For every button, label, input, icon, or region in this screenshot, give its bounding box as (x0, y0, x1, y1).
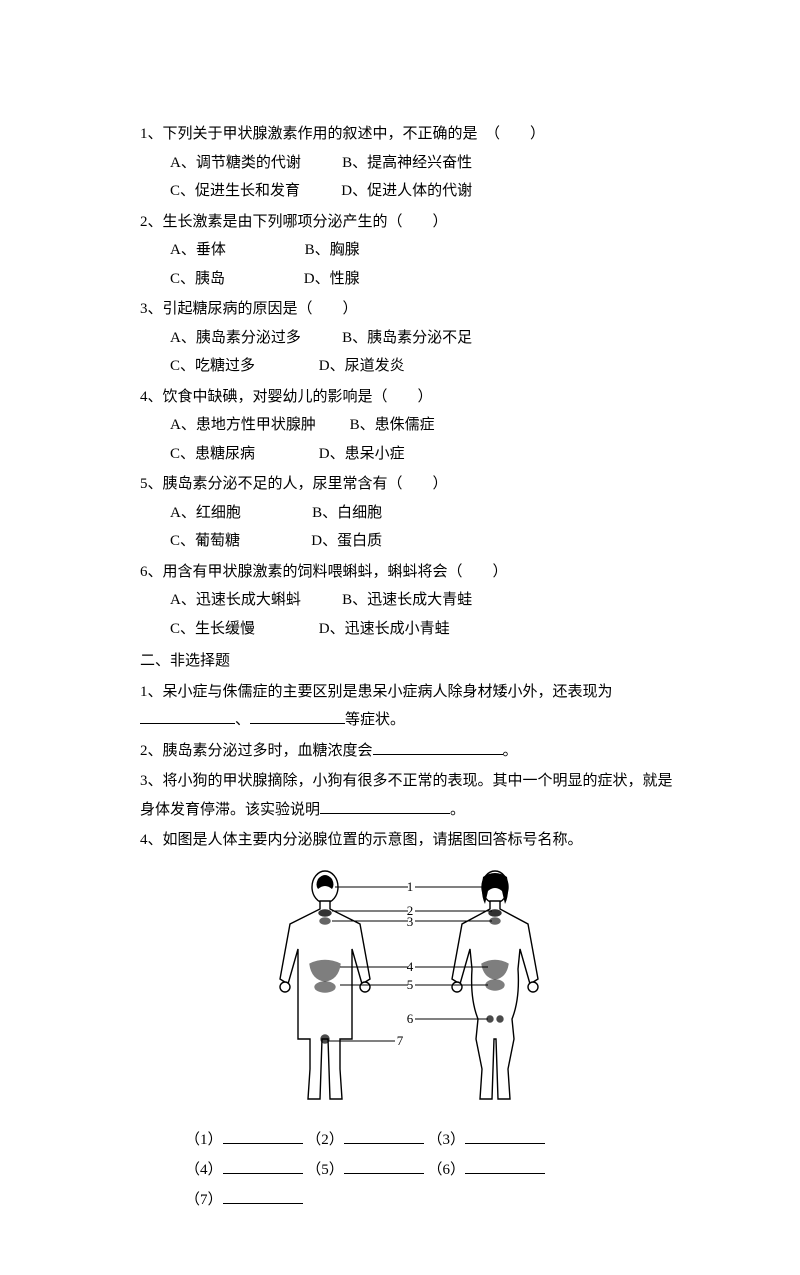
ans-label-5: （5） (306, 1162, 344, 1178)
option-row: C、葡萄糖 D、蛋白质 (140, 527, 680, 556)
question-stem: 3、引起糖尿病的原因是（ ） (140, 295, 680, 324)
section-two-heading: 二、非选择题 (140, 647, 680, 676)
mcq-question: 2、生长激素是由下列哪项分泌产生的（ ）A、垂体 B、胸腺C、胰岛 D、性腺 (140, 208, 680, 294)
fill-q2: 2、胰岛素分泌过多时，血糖浓度会 。 (140, 737, 680, 766)
question-stem: 6、用含有甲状腺激素的饲料喂蝌蚪，蝌蚪将会（ ） (140, 558, 680, 587)
blank (223, 1188, 303, 1204)
option-row: A、迅速长成大蝌蚪 B、迅速长成大青蛙 (140, 586, 680, 615)
ans-label-1: （1） (185, 1132, 223, 1148)
option-row: A、垂体 B、胸腺 (140, 236, 680, 265)
diagram-label-3: 3 (407, 914, 414, 929)
mcq-question: 4、饮食中缺碘，对婴幼儿的影响是（ ）A、患地方性甲状腺肿 B、患侏儒症C、患糖… (140, 383, 680, 469)
diagram-label-4: 4 (407, 959, 414, 974)
option-row: A、红细胞 B、白细胞 (140, 499, 680, 528)
answer-blanks: （1） （2） （3） （4） （5） （6） （7） (140, 1125, 680, 1215)
blank (250, 708, 345, 724)
mcq-question: 6、用含有甲状腺激素的饲料喂蝌蚪，蝌蚪将会（ ）A、迅速长成大蝌蚪 B、迅速长成… (140, 558, 680, 644)
blank (344, 1158, 424, 1174)
fill-q3: 3、将小狗的甲状腺摘除，小狗有很多不正常的表现。其中一个明显的症状，就是身体发育… (140, 767, 680, 824)
mcq-question: 1、下列关于甲状腺激素作用的叙述中，不正确的是 （ ）A、调节糖类的代谢 B、提… (140, 120, 680, 206)
endocrine-diagram: 1 2 3 4 5 6 7 (240, 859, 580, 1119)
option-row: C、胰岛 D、性腺 (140, 265, 680, 294)
option-row: C、促进生长和发育 D、促进人体的代谢 (140, 177, 680, 206)
fill-q4: 4、如图是人体主要内分泌腺位置的示意图，请据图回答标号名称。 (140, 826, 680, 855)
diagram-label-7: 7 (397, 1033, 404, 1048)
ans-label-3: （3） (428, 1132, 466, 1148)
diagram-label-5: 5 (407, 977, 414, 992)
option-row: A、调节糖类的代谢 B、提高神经兴奋性 (140, 149, 680, 178)
blank (465, 1128, 545, 1144)
question-stem: 5、胰岛素分泌不足的人，尿里常含有（ ） (140, 470, 680, 499)
blank (465, 1158, 545, 1174)
ans-label-6: （6） (428, 1162, 466, 1178)
option-row: A、患地方性甲状腺肿 B、患侏儒症 (140, 411, 680, 440)
diagram-label-1: 1 (407, 879, 414, 894)
ans-label-2: （2） (306, 1132, 344, 1148)
blank (320, 798, 450, 814)
question-stem: 1、下列关于甲状腺激素作用的叙述中，不正确的是 （ ） (140, 120, 680, 149)
diagram-label-6: 6 (407, 1011, 414, 1026)
fill-q4-stem: 4、如图是人体主要内分泌腺位置的示意图，请据图回答标号名称。 (140, 832, 583, 848)
question-stem: 4、饮食中缺碘，对婴幼儿的影响是（ ） (140, 383, 680, 412)
fill-q2-suffix: 。 (503, 743, 518, 759)
question-stem: 2、生长激素是由下列哪项分泌产生的（ ） (140, 208, 680, 237)
blank (223, 1128, 303, 1144)
fill-q1: 1、呆小症与侏儒症的主要区别是患呆小症病人除身材矮小外，还表现为 、等症状。 (140, 678, 680, 735)
option-row: C、患糖尿病 D、患呆小症 (140, 440, 680, 469)
fill-q2-stem: 2、胰岛素分泌过多时，血糖浓度会 (140, 743, 373, 759)
mcq-question: 3、引起糖尿病的原因是（ ）A、胰岛素分泌过多 B、胰岛素分泌不足C、吃糖过多 … (140, 295, 680, 381)
ans-label-4: （4） (185, 1162, 223, 1178)
option-row: C、吃糖过多 D、尿道发炎 (140, 352, 680, 381)
option-row: A、胰岛素分泌过多 B、胰岛素分泌不足 (140, 324, 680, 353)
blank (223, 1158, 303, 1174)
mcq-question: 5、胰岛素分泌不足的人，尿里常含有（ ）A、红细胞 B、白细胞C、葡萄糖 D、蛋… (140, 470, 680, 556)
blank (344, 1128, 424, 1144)
option-row: C、生长缓慢 D、迅速长成小青蛙 (140, 615, 680, 644)
blank (373, 739, 503, 755)
ans-label-7: （7） (185, 1192, 223, 1208)
fill-q1-suffix: 等症状。 (345, 712, 405, 728)
fill-q1-stem: 1、呆小症与侏儒症的主要区别是患呆小症病人除身材矮小外，还表现为 (140, 684, 613, 700)
fill-q3-suffix: 。 (450, 802, 465, 818)
blank (140, 708, 235, 724)
